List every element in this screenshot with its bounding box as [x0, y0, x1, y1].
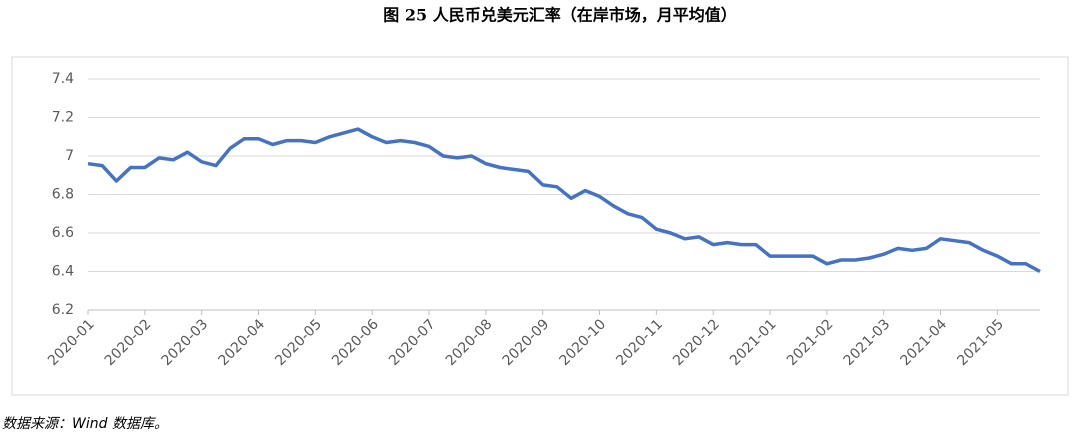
y-tick-label: 6.8: [52, 187, 74, 203]
source-note: 数据来源：Wind 数据库。: [2, 416, 168, 432]
plot-frame: [11, 56, 1069, 396]
x-tick-label: 2020-02: [102, 316, 155, 369]
x-tick-label: 2020-11: [613, 316, 666, 369]
x-tick-label: 2020-05: [272, 316, 325, 369]
y-tick-label: 7.2: [52, 110, 74, 126]
x-tick-label: 2020-07: [386, 316, 439, 369]
x-tick-label: 2020-04: [215, 316, 268, 369]
x-tick-label: 2020-03: [159, 316, 212, 369]
x-tick-label: 2021-01: [727, 316, 780, 369]
y-tick-label: 6.4: [52, 264, 74, 280]
x-tick-label: 2020-01: [45, 316, 98, 369]
y-tick-label: 6.6: [52, 225, 74, 241]
data-line: [87, 127, 1041, 274]
y-tick-label: 7.4: [52, 71, 74, 87]
x-tick-label: 2020-09: [500, 316, 553, 369]
x-tick-label: 2020-08: [443, 316, 496, 369]
y-tick-label: 7: [65, 148, 74, 164]
x-tick-label: 2021-04: [898, 316, 951, 369]
x-tick-label: 2020-06: [329, 316, 382, 369]
x-tick-label: 2021-05: [954, 316, 1007, 369]
x-tick-label: 2020-12: [670, 316, 723, 369]
chart-title: 图 25 人民币兑美元汇率（在岸市场，月平均值）: [383, 6, 736, 25]
x-tick-label: 2021-02: [784, 316, 837, 369]
x-tick-label: 2020-10: [556, 316, 609, 369]
y-tick-label: 6.2: [52, 302, 74, 318]
x-tick-label: 2021-03: [841, 316, 894, 369]
